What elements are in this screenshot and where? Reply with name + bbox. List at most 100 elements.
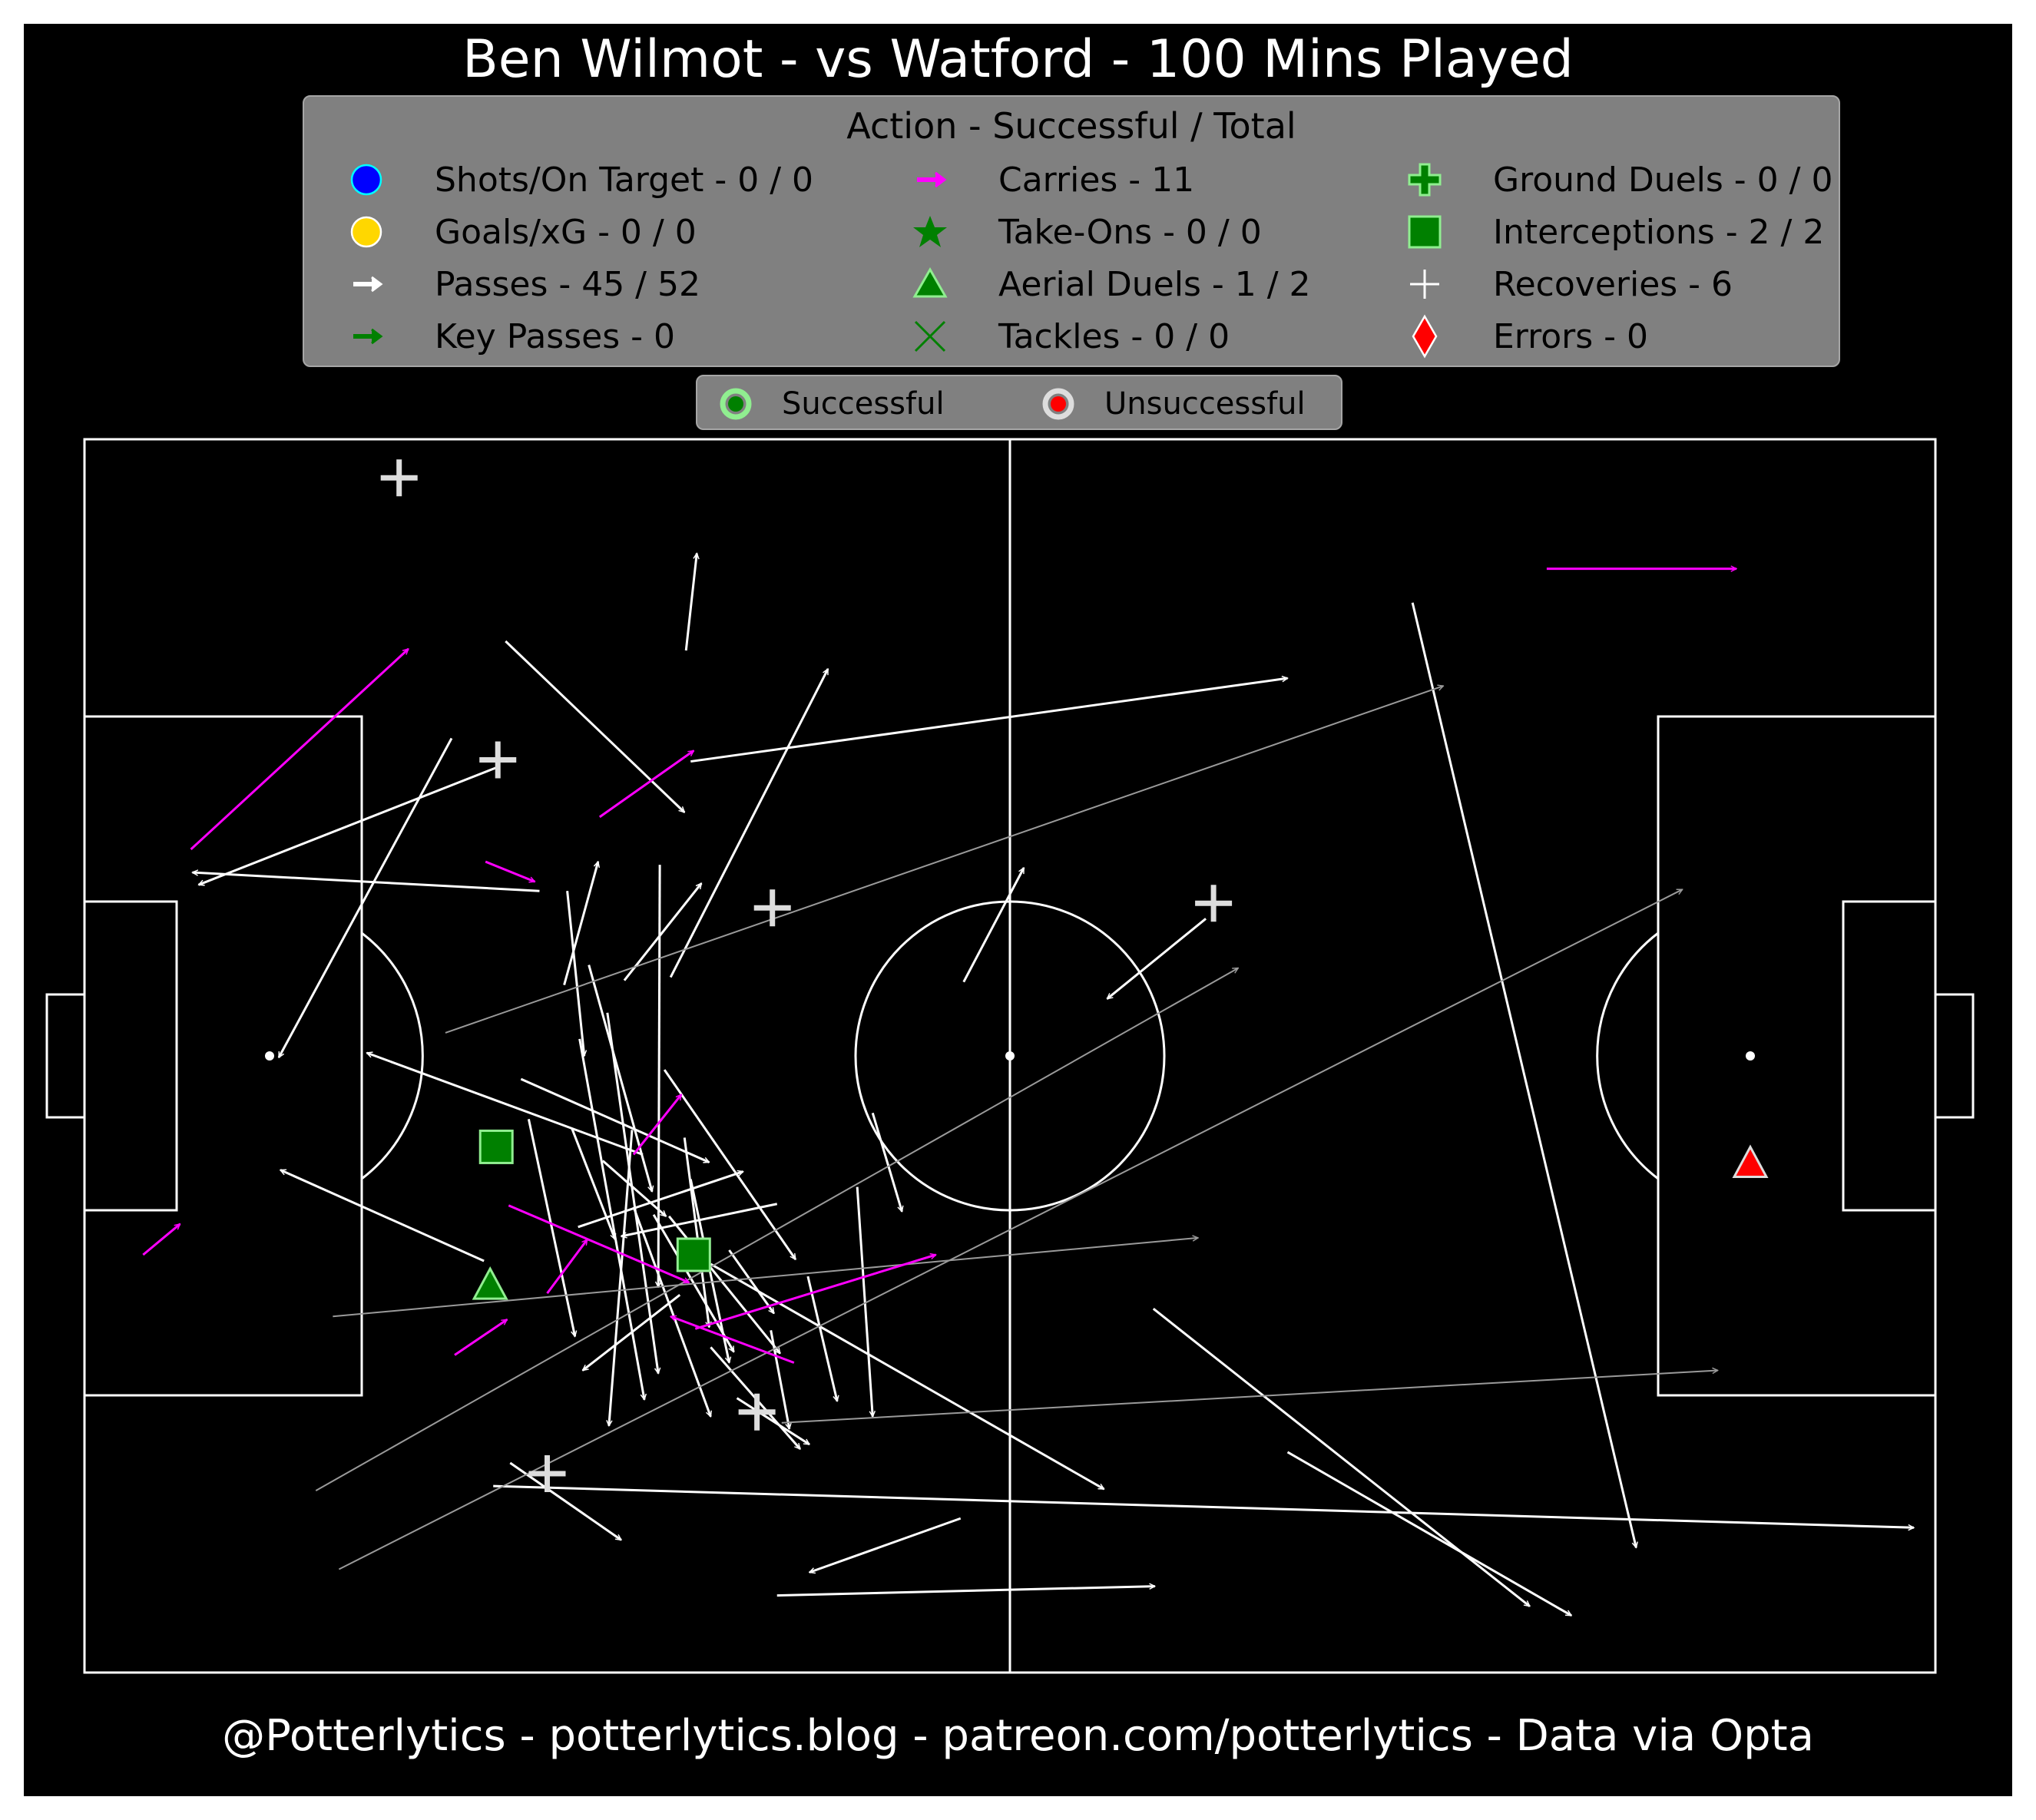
legend-label: Goals/xG - 0 / 0 [435,212,697,252]
recovery-marker [528,1455,566,1493]
pass-arrow [809,1517,962,1572]
interception-marker [478,1129,514,1164]
pass-arrow [199,766,497,885]
pass-arrow [871,1112,902,1211]
pass-arrow [669,669,829,978]
carry-arrow [454,1319,507,1356]
unsuccessful-pass-arrow [333,1238,1198,1318]
pass-arrow [277,737,453,1057]
pass-arrow [367,1053,644,1156]
left-penalty-arc [361,932,424,1180]
pass-arrow [770,1330,790,1428]
pass-arrow [606,1012,658,1374]
plus-icon [1390,261,1459,307]
carry-arrow [485,860,535,883]
carry-arrow [190,647,409,851]
left-penalty-spot [265,1051,274,1061]
legend-label: Passes - 45 / 52 [435,264,700,304]
left-goal [45,993,86,1119]
plus-icon [1390,157,1459,203]
legend-item: Interceptions - 2 / 2 [1390,209,1824,255]
pass-arrow [566,891,584,1056]
carry-arrow [546,1239,588,1295]
carry-arrow [670,1316,795,1364]
aerial-duel-lost-marker [1732,1144,1769,1179]
pass-arrow [690,678,1287,763]
fail-marker-icon [1042,388,1074,420]
interception-marker [676,1237,711,1272]
pass-arrow [493,1484,1914,1527]
legend-item: Goals/xG - 0 / 0 [332,209,697,255]
aerial-duel-won-marker [472,1266,508,1300]
pass-arrow [623,883,703,981]
pass-arrow [578,1172,743,1229]
legend: Action - Successful / Total Shots/On Tar… [303,95,1840,367]
left-six-yard-box [83,900,178,1212]
arrow-icon [332,261,401,307]
legend-label: Interceptions - 2 / 2 [1493,212,1825,252]
pass-arrow [588,965,652,1192]
star-icon [896,209,965,255]
pass-arrow [563,862,598,986]
fail-marker-dot [1051,396,1066,412]
pass-arrow [1152,1308,1530,1607]
pass-arrow [806,1276,837,1401]
circle-icon [332,157,401,203]
arrow-icon [896,157,965,203]
legend-label: Recoveries - 6 [1493,264,1733,304]
legend-label-unsuccessful: Unsuccessful [1104,386,1306,422]
legend-item-successful: Successful [713,381,945,427]
pass-arrow [1411,602,1636,1548]
square-icon [1390,209,1459,255]
recovery-marker [1195,885,1233,922]
recovery-marker [479,741,517,779]
pass-arrow [621,1203,778,1236]
legend-label: Errors - 0 [1493,316,1649,356]
x-icon [896,313,965,359]
pass-arrow [683,1137,709,1327]
pass-arrow [1286,1451,1572,1617]
legend-label-successful: Successful [782,386,945,422]
pass-arrow [776,1587,1155,1597]
carry-arrow [142,1223,180,1256]
legend-label: Key Passes - 0 [435,316,675,356]
pass-arrow [728,1249,775,1313]
chart-title: Ben Wilmot - vs Watford - 100 Mins Playe… [462,29,1574,90]
carry-arrow [598,750,694,819]
recovery-marker [753,889,791,927]
events-layer [142,459,1914,1617]
success-marker-icon [720,388,752,420]
triangle-icon [896,261,965,307]
arrow-icon [332,313,401,359]
legend-item-unsuccessful: Unsuccessful [1035,381,1306,427]
legend-label: Tackles - 0 / 0 [998,316,1230,356]
pass-arrow [520,1077,709,1163]
legend-item: Key Passes - 0 [332,313,675,359]
legend-label: Shots/On Target - 0 / 0 [435,160,814,200]
centre-spot [1005,1051,1015,1061]
pass-arrow [1107,918,1207,1000]
pass-arrow [632,1206,710,1417]
right-penalty-arc [1596,932,1659,1180]
legend-label: Aerial Duels - 1 / 2 [998,264,1311,304]
pass-arrow [710,1262,1104,1491]
right-six-yard-box [1842,900,1937,1212]
pass-arrow [193,872,540,892]
pass-arrow [571,1127,615,1239]
legend-item: Carries - 11 [896,157,1194,203]
pass-arrow [601,1160,666,1217]
right-penalty-area [1657,715,1937,1397]
footer-credits: @Potterlytics - potterlytics.blog - patr… [222,1711,1814,1761]
legend-item: Errors - 0 [1390,313,1648,359]
diamond-icon [1390,313,1459,359]
right-penalty-spot [1746,1051,1755,1061]
pass-arrow [856,1186,872,1417]
legend-label: Carries - 11 [998,160,1195,200]
pass-arrow [962,868,1025,983]
legend-item: Take-Ons - 0 / 0 [896,209,1262,255]
pass-arrow [583,1293,681,1372]
success-marker-dot [728,396,743,412]
carry-arrow [632,1094,683,1156]
pass-arrow [578,1038,644,1400]
